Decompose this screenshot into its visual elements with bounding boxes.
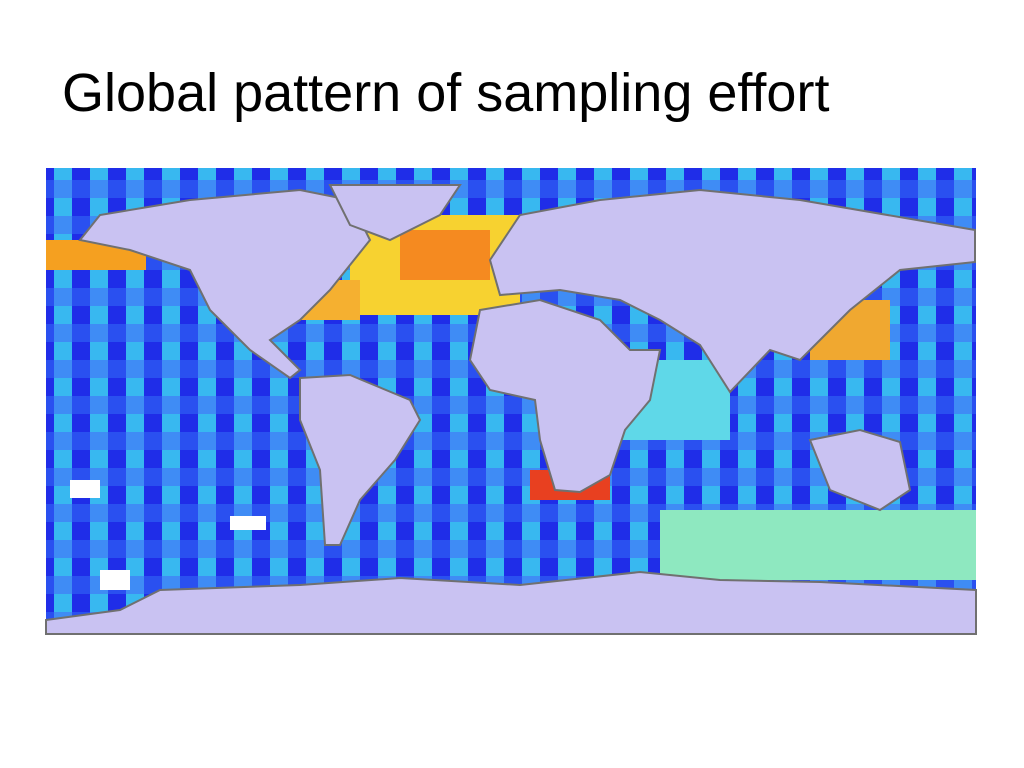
- antarctica: [45, 570, 977, 635]
- cell-patch: [660, 510, 976, 580]
- cell-patch: [230, 516, 266, 530]
- cell-patch: [70, 480, 100, 498]
- land: [45, 184, 977, 635]
- south-america: [299, 373, 422, 546]
- slide-title: Global pattern of sampling effort: [62, 63, 830, 123]
- eurasia: [488, 188, 976, 394]
- australia: [808, 428, 912, 512]
- greenland: [328, 184, 462, 242]
- cell-patch: [100, 570, 130, 590]
- africa: [468, 298, 662, 494]
- cell-patch: [400, 230, 490, 280]
